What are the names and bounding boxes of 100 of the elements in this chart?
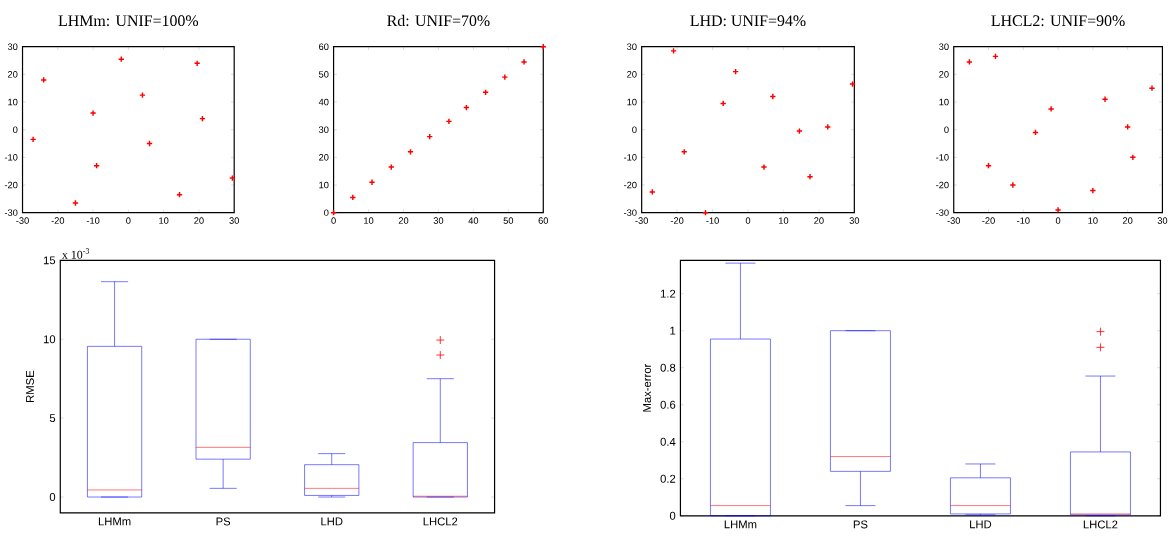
y-axis-title: Max-error [643,364,651,412]
chart-title: LHCL2: UNIF=90% [991,15,1125,27]
x-tick-label: -10 [706,217,719,225]
point [680,148,688,156]
point [760,163,768,171]
y-tick-label: 10 [8,98,18,106]
y-tick-label: 1.2 [660,289,676,298]
x-tick-label: 30 [1157,217,1168,225]
y-tick-label: 30 [7,43,18,51]
y-tick-label: 0 [49,493,56,502]
y-tick-label: 60 [319,43,329,51]
y-tick-label: 20 [627,71,637,78]
y-tick-label: 0.6 [660,400,676,409]
x-tick-label: 30 [229,217,239,225]
chart-title: Rd: UNIF=70% [387,15,490,27]
y-tick-label: 30 [939,43,949,51]
point [824,123,832,131]
point [1148,84,1156,92]
x-tick-label: -10 [86,217,100,225]
x-tick-label: 60 [538,217,549,225]
y-tick-label: 0 [324,209,329,217]
y-axis-title: RMSE [26,370,34,403]
y-tick-label: 0 [632,126,637,134]
point [670,47,677,55]
point [139,91,146,99]
x-tick-label: 10 [778,217,789,225]
point [89,109,97,117]
point [966,58,973,66]
x-tick-label: 20 [1122,217,1133,225]
x-tick-label: -30 [16,217,29,225]
point [1089,187,1097,195]
y-tick-label: -30 [936,209,949,217]
x-tick-label: 30 [433,217,444,225]
point [1124,123,1132,131]
point [796,127,803,135]
y-tick-label: 0.8 [660,363,676,372]
x-tick-label: LHMm [724,520,757,529]
y-tick-label: 10 [43,335,56,344]
y-tick-label: -20 [624,181,637,189]
point [229,174,236,182]
y-tick-label: 20 [7,71,18,78]
y-tick-label: -30 [624,209,637,217]
x-tick-label: -10 [1017,217,1030,225]
y-tick-label: 15 [43,256,56,265]
point [806,173,814,181]
x-tick-label: 40 [468,217,479,225]
y-tick-label: 10 [319,181,329,189]
y-tick-label: 0.2 [660,474,676,483]
x-tick-label: PS [853,520,868,529]
point [1129,154,1137,161]
point [849,80,856,88]
point [648,188,656,196]
y-tick-label: 40 [318,98,329,106]
point [72,199,79,207]
x-tick-label: 30 [849,217,860,225]
y-tick-label: -10 [4,154,18,161]
x-tick-label: 0 [745,217,751,225]
y-tick-label: 0 [13,126,18,134]
y-tick-label: 10 [627,98,637,106]
x-tick-label: 10 [1088,217,1098,225]
y-tick-label: -10 [936,154,949,161]
y-tick-label: 0 [669,511,676,520]
x-tick-label: 20 [814,217,824,225]
y-tick-label: 0.4 [660,437,676,446]
x-tick-label: -20 [982,217,995,225]
x-tick-label: LHCL2 [1083,520,1118,529]
chart-title: LHMm: UNIF=100% [58,15,199,27]
x-tick-label: 10 [159,217,169,225]
y-tick-label: 10 [939,98,949,106]
point [1009,181,1017,189]
x-tick-label: 0 [331,217,336,225]
y-tick-label: 30 [318,126,329,134]
point [520,58,528,66]
point [40,76,48,84]
x-tick-label: 50 [503,217,514,225]
point [445,118,453,125]
x-tick-label: 0 [1055,217,1061,225]
x-tick-label: 0 [126,217,131,225]
y-tick-label: 50 [318,71,329,78]
x-tick-label: 20 [398,217,409,225]
y-tick-label: 20 [319,154,329,161]
y-tick-label: 1 [670,327,676,335]
point [1054,206,1062,214]
y-tick-label: 0 [944,126,949,134]
y-tick-label: -10 [624,154,637,161]
y-tick-label: -20 [4,181,18,189]
x-tick-label: LHD [970,520,992,529]
chart-title: LHD: UNIF=94% [690,15,806,27]
x-tick-label: LHCL2 [423,517,458,526]
point [193,60,201,67]
y-tick-label: -30 [4,209,18,217]
y-tick-label: 30 [627,43,637,51]
y-tick-label: -20 [936,181,949,189]
point [1101,96,1109,103]
x-tick-label: PS [216,517,231,526]
text: x 10$^{-3}$ [61,248,90,259]
point [29,136,37,143]
point [501,73,509,81]
point [1047,105,1055,113]
x-tick-label: 10 [364,217,374,225]
